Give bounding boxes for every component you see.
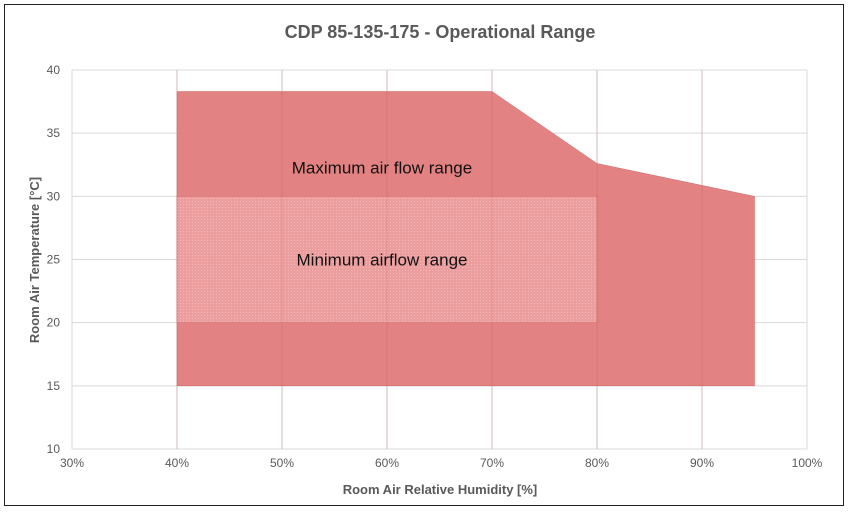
y-tick-label: 10 xyxy=(47,442,61,456)
y-tick-label: 15 xyxy=(47,379,61,393)
chart-title: CDP 85-135-175 - Operational Range xyxy=(285,22,596,42)
x-axis-label: Room Air Relative Humidity [%] xyxy=(343,482,538,497)
y-tick-label: 20 xyxy=(47,316,61,330)
chart-frame xyxy=(4,4,844,506)
x-tick-label: 30% xyxy=(60,456,84,470)
y-tick-label: 35 xyxy=(47,126,61,140)
x-tick-label: 100% xyxy=(792,456,823,470)
x-tick-label: 50% xyxy=(270,456,294,470)
x-tick-label: 80% xyxy=(585,456,609,470)
region-label: Minimum airflow range xyxy=(297,251,468,270)
region-label: Maximum air flow range xyxy=(292,158,472,177)
x-tick-label: 40% xyxy=(165,456,189,470)
minimum-airflow-region xyxy=(176,196,598,323)
y-tick-label: 30 xyxy=(47,189,61,203)
y-tick-label: 40 xyxy=(47,63,61,77)
x-tick-label: 60% xyxy=(375,456,399,470)
x-tick-label: 90% xyxy=(690,456,714,470)
y-axis-label: Room Air Temperature [°C] xyxy=(27,177,42,343)
y-tick-label: 25 xyxy=(47,253,61,267)
x-tick-label: 70% xyxy=(480,456,504,470)
